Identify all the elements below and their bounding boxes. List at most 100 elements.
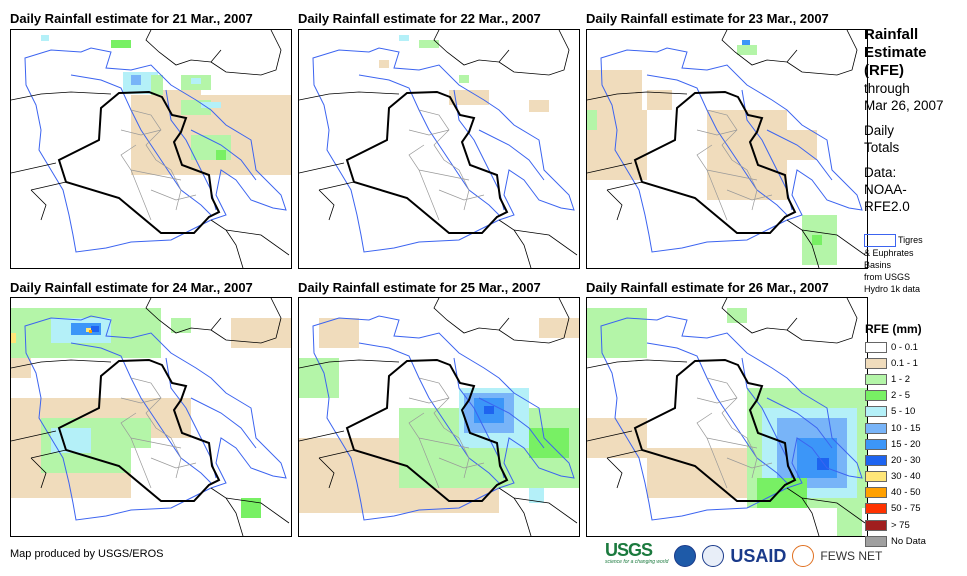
rainfall-patch — [727, 308, 747, 323]
map-panel-25-mar — [298, 297, 580, 537]
legend-swatch — [865, 471, 887, 483]
map-panel-23-mar — [586, 29, 868, 269]
data-label: Data: — [864, 165, 897, 180]
basin-text-4: from USGS — [864, 272, 911, 283]
usgs-logo-text: USGS — [605, 540, 653, 560]
rainfall-patch — [529, 100, 549, 112]
usgs-logo: USGS science for a changing world — [605, 540, 668, 568]
rainfall-patch — [837, 498, 862, 536]
usaid-logo-text: USAID — [730, 545, 787, 566]
doi-seal-icon — [702, 545, 725, 567]
legend-rows: 0 - 0.1 0.1 - 1 1 - 2 2 - 5 5 - 10 10 - 15 15 … — [865, 339, 926, 549]
rainfall-patch — [131, 75, 141, 85]
rainfall-patch — [111, 40, 131, 48]
usaid-logo: USAID — [730, 546, 786, 567]
rainfall-patch — [647, 90, 672, 110]
map-description: Rainfall Estimate (RFE) through Mar 26, … — [864, 26, 964, 215]
rainfall-patch — [111, 418, 151, 448]
rainfall-patch — [757, 478, 807, 508]
rainfall-patch — [91, 326, 99, 332]
legend-item: 0.1 - 1 — [865, 355, 926, 371]
title-line-1: Rainfall — [864, 26, 919, 43]
rainfall-patch — [529, 488, 544, 503]
title-line-3: (RFE) — [864, 62, 904, 79]
legend-swatch — [865, 341, 887, 353]
panel-title-23-mar: Daily Rainfall estimate for 23 Mar., 200… — [586, 11, 829, 26]
basin-swatch — [864, 234, 896, 248]
legend-title: RFE (mm) — [865, 322, 922, 336]
daily-label-1: Daily — [864, 123, 895, 138]
legend-label: 1 - 2 — [891, 373, 911, 385]
through-date: Mar 26, 2007 — [864, 98, 944, 113]
rainfall-patch — [587, 110, 597, 130]
rainfall-patch — [539, 318, 579, 338]
basin-legend: Tigres & Euphrates Basins from USGS Hydr… — [864, 234, 964, 295]
noaa-logo-icon — [674, 545, 697, 567]
title-line-2: Estimate — [864, 44, 927, 61]
rainfall-patch — [201, 102, 221, 108]
rainfall-patch — [86, 328, 91, 332]
rainfall-patch — [231, 318, 291, 348]
map-panel-22-mar — [298, 29, 580, 269]
legend-swatch — [865, 373, 887, 385]
rainfall-patch — [51, 428, 91, 453]
data-source-2: RFE2.0 — [864, 199, 910, 214]
legend-swatch — [865, 438, 887, 450]
panel-title-22-mar: Daily Rainfall estimate for 22 Mar., 200… — [298, 11, 541, 26]
legend-item: No Data — [865, 533, 926, 549]
rainfall-patch — [191, 78, 201, 84]
legend-swatch — [865, 535, 887, 547]
legend-swatch — [865, 406, 887, 418]
legend-item: 10 - 15 — [865, 420, 926, 436]
legend-swatch — [865, 487, 887, 499]
legend-item: 30 - 40 — [865, 469, 926, 485]
legend-label: 20 - 30 — [891, 454, 921, 466]
rainfall-patch — [707, 110, 787, 200]
legend-label: No Data — [891, 535, 926, 547]
legend-item: 1 - 2 — [865, 371, 926, 387]
rainfall-patch — [587, 308, 647, 358]
data-source-1: NOAA- — [864, 182, 907, 197]
rainfall-patch — [319, 318, 359, 348]
rfe-legend: RFE (mm) 0 - 0.1 0.1 - 1 1 - 2 2 - 5 5 - 10 1… — [865, 322, 926, 549]
rainfall-patch — [379, 60, 389, 68]
legend-label: 30 - 40 — [891, 471, 921, 483]
legend-label: 15 - 20 — [891, 438, 921, 450]
legend-swatch — [865, 454, 887, 466]
legend-item: 40 - 50 — [865, 485, 926, 501]
legend-item: 0 - 0.1 — [865, 339, 926, 355]
map-panel-21-mar — [10, 29, 292, 269]
rainfall-patch — [484, 406, 494, 414]
rainfall-patch — [241, 498, 261, 518]
map-credit: Map produced by USGS/EROS — [10, 548, 164, 560]
legend-swatch — [865, 519, 887, 531]
rainfall-patch — [812, 235, 822, 245]
panel-title-21-mar: Daily Rainfall estimate for 21 Mar., 200… — [10, 11, 253, 26]
legend-swatch — [865, 390, 887, 402]
legend-label: 5 - 10 — [891, 406, 916, 418]
panel-title-26-mar: Daily Rainfall estimate for 26 Mar., 200… — [586, 280, 829, 295]
rainfall-patch — [151, 75, 163, 95]
legend-label: 50 - 75 — [891, 503, 921, 515]
through-label: through — [864, 81, 910, 96]
legend-swatch — [865, 422, 887, 434]
rainfall-patch — [11, 358, 31, 378]
rainfall-patch — [459, 75, 469, 83]
legend-label: > 75 — [891, 519, 910, 531]
basin-text-3: Basins — [864, 260, 892, 271]
fews-net-logo: FEWS NET — [820, 549, 883, 563]
rainfall-patch — [742, 40, 750, 48]
legend-item: 15 - 20 — [865, 436, 926, 452]
legend-label: 2 - 5 — [891, 390, 911, 402]
logo-bar: USGS science for a changing world USAID … — [605, 540, 883, 568]
legend-item: 50 - 75 — [865, 501, 926, 517]
legend-swatch — [865, 357, 887, 369]
rainfall-patch — [419, 40, 439, 48]
legend-swatch — [865, 503, 887, 515]
rainfall-patch — [89, 330, 92, 333]
legend-label: 0 - 0.1 — [891, 341, 918, 353]
rainfall-patch — [737, 45, 757, 55]
map-panel-24-mar — [10, 297, 292, 537]
rainfall-patch — [216, 150, 226, 160]
